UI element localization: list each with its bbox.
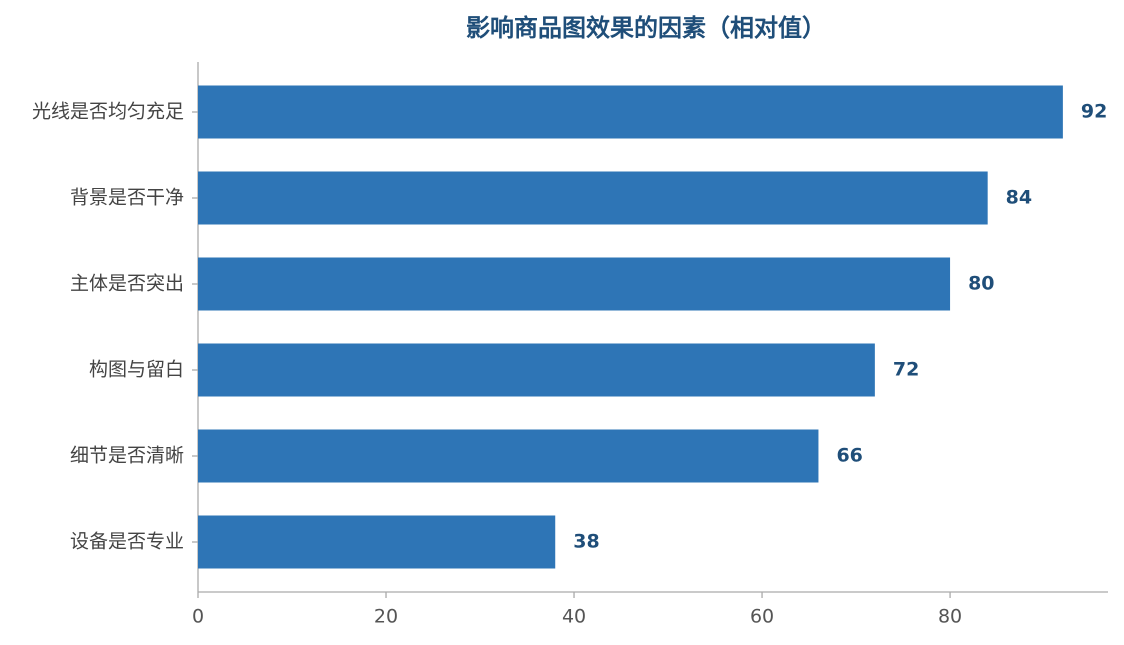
bar xyxy=(198,343,875,397)
x-tick-label: 80 xyxy=(938,606,962,628)
value-label: 84 xyxy=(1006,187,1032,209)
y-tick-label: 主体是否突出 xyxy=(70,273,184,295)
x-tick-label: 20 xyxy=(374,606,398,628)
value-label: 92 xyxy=(1081,101,1107,123)
bar xyxy=(198,429,819,483)
y-tick-label: 光线是否均匀充足 xyxy=(32,101,184,123)
y-tick-label: 设备是否专业 xyxy=(70,531,184,553)
bar xyxy=(198,257,951,311)
bar xyxy=(198,515,556,569)
value-label: 80 xyxy=(968,273,994,295)
value-label: 66 xyxy=(836,445,862,467)
chart-title: 影响商品图效果的因素（相对值） xyxy=(466,14,826,42)
bar xyxy=(198,85,1063,139)
value-label: 72 xyxy=(893,359,919,381)
y-tick-label: 细节是否清晰 xyxy=(70,445,184,467)
x-tick-label: 0 xyxy=(192,606,204,628)
y-tick-label: 构图与留白 xyxy=(89,359,184,381)
value-label: 38 xyxy=(573,531,599,553)
x-tick-label: 40 xyxy=(562,606,586,628)
x-tick-label: 60 xyxy=(750,606,774,628)
bar xyxy=(198,171,988,225)
y-tick-label: 背景是否干净 xyxy=(70,187,184,209)
